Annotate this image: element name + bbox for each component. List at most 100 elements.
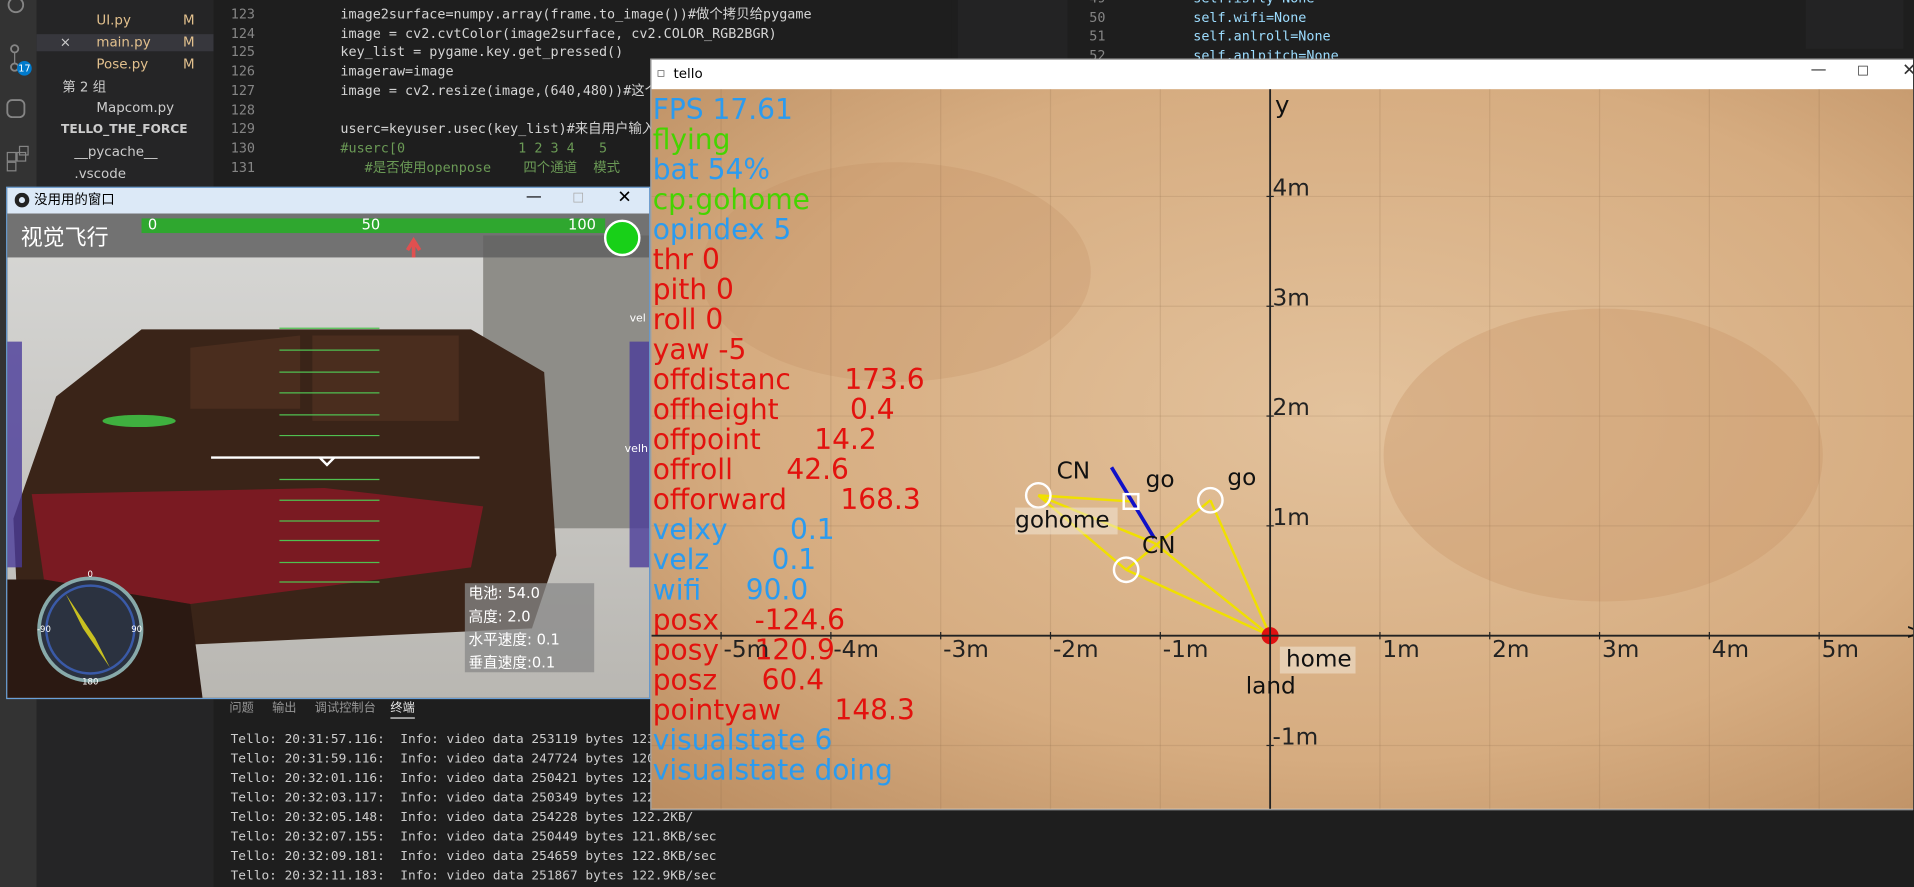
- marker-label: CN: [1142, 532, 1176, 559]
- line-number: 50: [1089, 9, 1106, 26]
- telemetry-line: pointyaw 148.3: [653, 693, 915, 726]
- telemetry-line: yaw -5: [653, 333, 747, 366]
- code-line: #userc[0 1 2 3 4 5: [340, 140, 608, 157]
- x-tick-label: 3m: [1602, 636, 1639, 663]
- telemetry-line: offroll 42.6: [653, 453, 849, 486]
- telemetry-line: wifi 90.0: [653, 573, 808, 606]
- axis-label: >: [1906, 620, 1913, 645]
- y-tick-label: 3m: [1273, 284, 1310, 311]
- code-line: image2surface=numpy.array(frame.to_image…: [340, 6, 812, 22]
- telemetry-line: offorward 168.3: [653, 483, 921, 516]
- file-name: Pose.py: [96, 56, 149, 72]
- line-number: 131: [230, 159, 256, 176]
- telemetry-line: roll 0: [653, 303, 723, 336]
- stain: [700, 162, 1091, 382]
- telemetry-line: visualstate 6: [653, 723, 833, 756]
- line-number: 128: [230, 101, 256, 118]
- line-number: 129: [230, 121, 256, 137]
- close-icon[interactable]: ×: [59, 34, 72, 51]
- x-tick-label: -1m: [1163, 636, 1209, 663]
- panel-tab[interactable]: 输出: [272, 701, 297, 715]
- telemetry-line: offheight 0.4: [653, 393, 895, 426]
- maximize[interactable]: ☐: [1856, 63, 1870, 80]
- axis-label: y: [1275, 90, 1289, 119]
- side-bar-right: [629, 341, 650, 568]
- line-number: 125: [230, 44, 256, 61]
- x-tick-label: -3m: [943, 636, 989, 663]
- selected-row: [36, 34, 214, 52]
- y-tick-label: 4m: [1273, 175, 1310, 202]
- compass: [37, 576, 144, 683]
- app-icon: [14, 192, 30, 208]
- log-line: Tello: 20:31:57.116: Info: video data 25…: [230, 732, 694, 747]
- title-bar: 没用用的窗口 — ☐ ✕: [7, 187, 650, 214]
- stain: [1383, 308, 1823, 602]
- telemetry-line: velxy 0.1: [653, 513, 835, 546]
- map-background: [651, 89, 1914, 809]
- panel-tab[interactable]: 终端: [390, 701, 415, 715]
- scale-label: 0: [148, 217, 157, 234]
- group-name: 第 2 组: [62, 79, 107, 96]
- code-line: userc=keyuser.usec(key_list)#来自用户输入: [340, 121, 656, 137]
- x-tick-label: -2m: [1053, 636, 1099, 663]
- minimize[interactable]: —: [525, 187, 542, 207]
- marker-label: go: [1146, 466, 1175, 493]
- x-tick-label: 1m: [1382, 636, 1419, 663]
- routes: [1015, 466, 1356, 674]
- folder-name: .vscode: [74, 165, 126, 182]
- tello-window: tello ▫ — ☐ ✕: [650, 58, 1914, 811]
- file-status: M: [183, 12, 195, 29]
- x-tick-label: 4m: [1712, 636, 1749, 663]
- telemetry-line: posz 60.4: [653, 663, 824, 696]
- code-line: image = cv2.cvtColor(image2surface, cv2.…: [340, 25, 777, 42]
- log-line: Tello: 20:32:05.148: Info: video data 25…: [230, 810, 694, 825]
- close[interactable]: ✕: [617, 187, 632, 208]
- marker-label: CN: [1057, 458, 1091, 485]
- file-name: main.py: [96, 34, 151, 51]
- minimap: [1805, 0, 1904, 49]
- panel-tab[interactable]: 问题: [229, 701, 254, 715]
- log-line: Tello: 20:31:59.116: Info: video data 24…: [230, 751, 694, 767]
- close[interactable]: ✕: [1902, 62, 1913, 79]
- line-number: 126: [230, 63, 256, 80]
- panel-tab[interactable]: 调试控制台: [314, 701, 376, 715]
- hud-window: 没用用的窗口 — ☐ ✕ 视觉飞行: [6, 186, 651, 700]
- telemetry-line: thr 0: [653, 243, 720, 276]
- chevron: [318, 456, 336, 467]
- side-bar-left: [7, 341, 22, 568]
- x-tick-label: 2m: [1492, 636, 1529, 663]
- minimize[interactable]: —: [1810, 61, 1827, 80]
- code-line: imageraw=image: [340, 63, 454, 80]
- marker-label: gohome: [1015, 506, 1110, 533]
- telemetry-line: bat 54%: [653, 153, 770, 186]
- mode-label: 视觉飞行: [21, 226, 109, 251]
- telemetry-line: posy 120.9: [653, 633, 835, 666]
- telemetry-line: flying: [653, 123, 731, 156]
- sofa-back: [190, 335, 459, 421]
- maximize[interactable]: ☐: [572, 190, 585, 207]
- log-line: Tello: 20:32:07.155: Info: video data 25…: [230, 829, 717, 845]
- compass-label: 0: [88, 570, 93, 580]
- app-icon: ▫: [656, 64, 666, 81]
- compass-ring: [45, 584, 136, 675]
- x-tick-label: -5m: [724, 636, 770, 663]
- side-label: vel: [630, 311, 646, 324]
- code-line: key_list = pygame.key.get_pressed(): [340, 44, 624, 61]
- status-light: [603, 219, 641, 257]
- scale-label: 50: [362, 217, 381, 234]
- project-name: TELLO_THE_FORCE: [61, 123, 188, 137]
- y-tick-label: 1m: [1273, 504, 1310, 531]
- telemetry-line: velz 0.1: [653, 543, 816, 576]
- telemetry-line: cp:gohome: [653, 183, 810, 216]
- folder-name: __pycache__: [74, 143, 158, 160]
- info-line: 水平速度: 0.1: [469, 632, 560, 649]
- code-line: self.anlroll=None: [1193, 28, 1331, 45]
- marker-label: go: [1227, 464, 1256, 491]
- compass-label: 180: [82, 678, 98, 688]
- line-number: 51: [1089, 28, 1106, 45]
- x-tick-label: 5m: [1822, 636, 1859, 663]
- cushion: [102, 414, 176, 428]
